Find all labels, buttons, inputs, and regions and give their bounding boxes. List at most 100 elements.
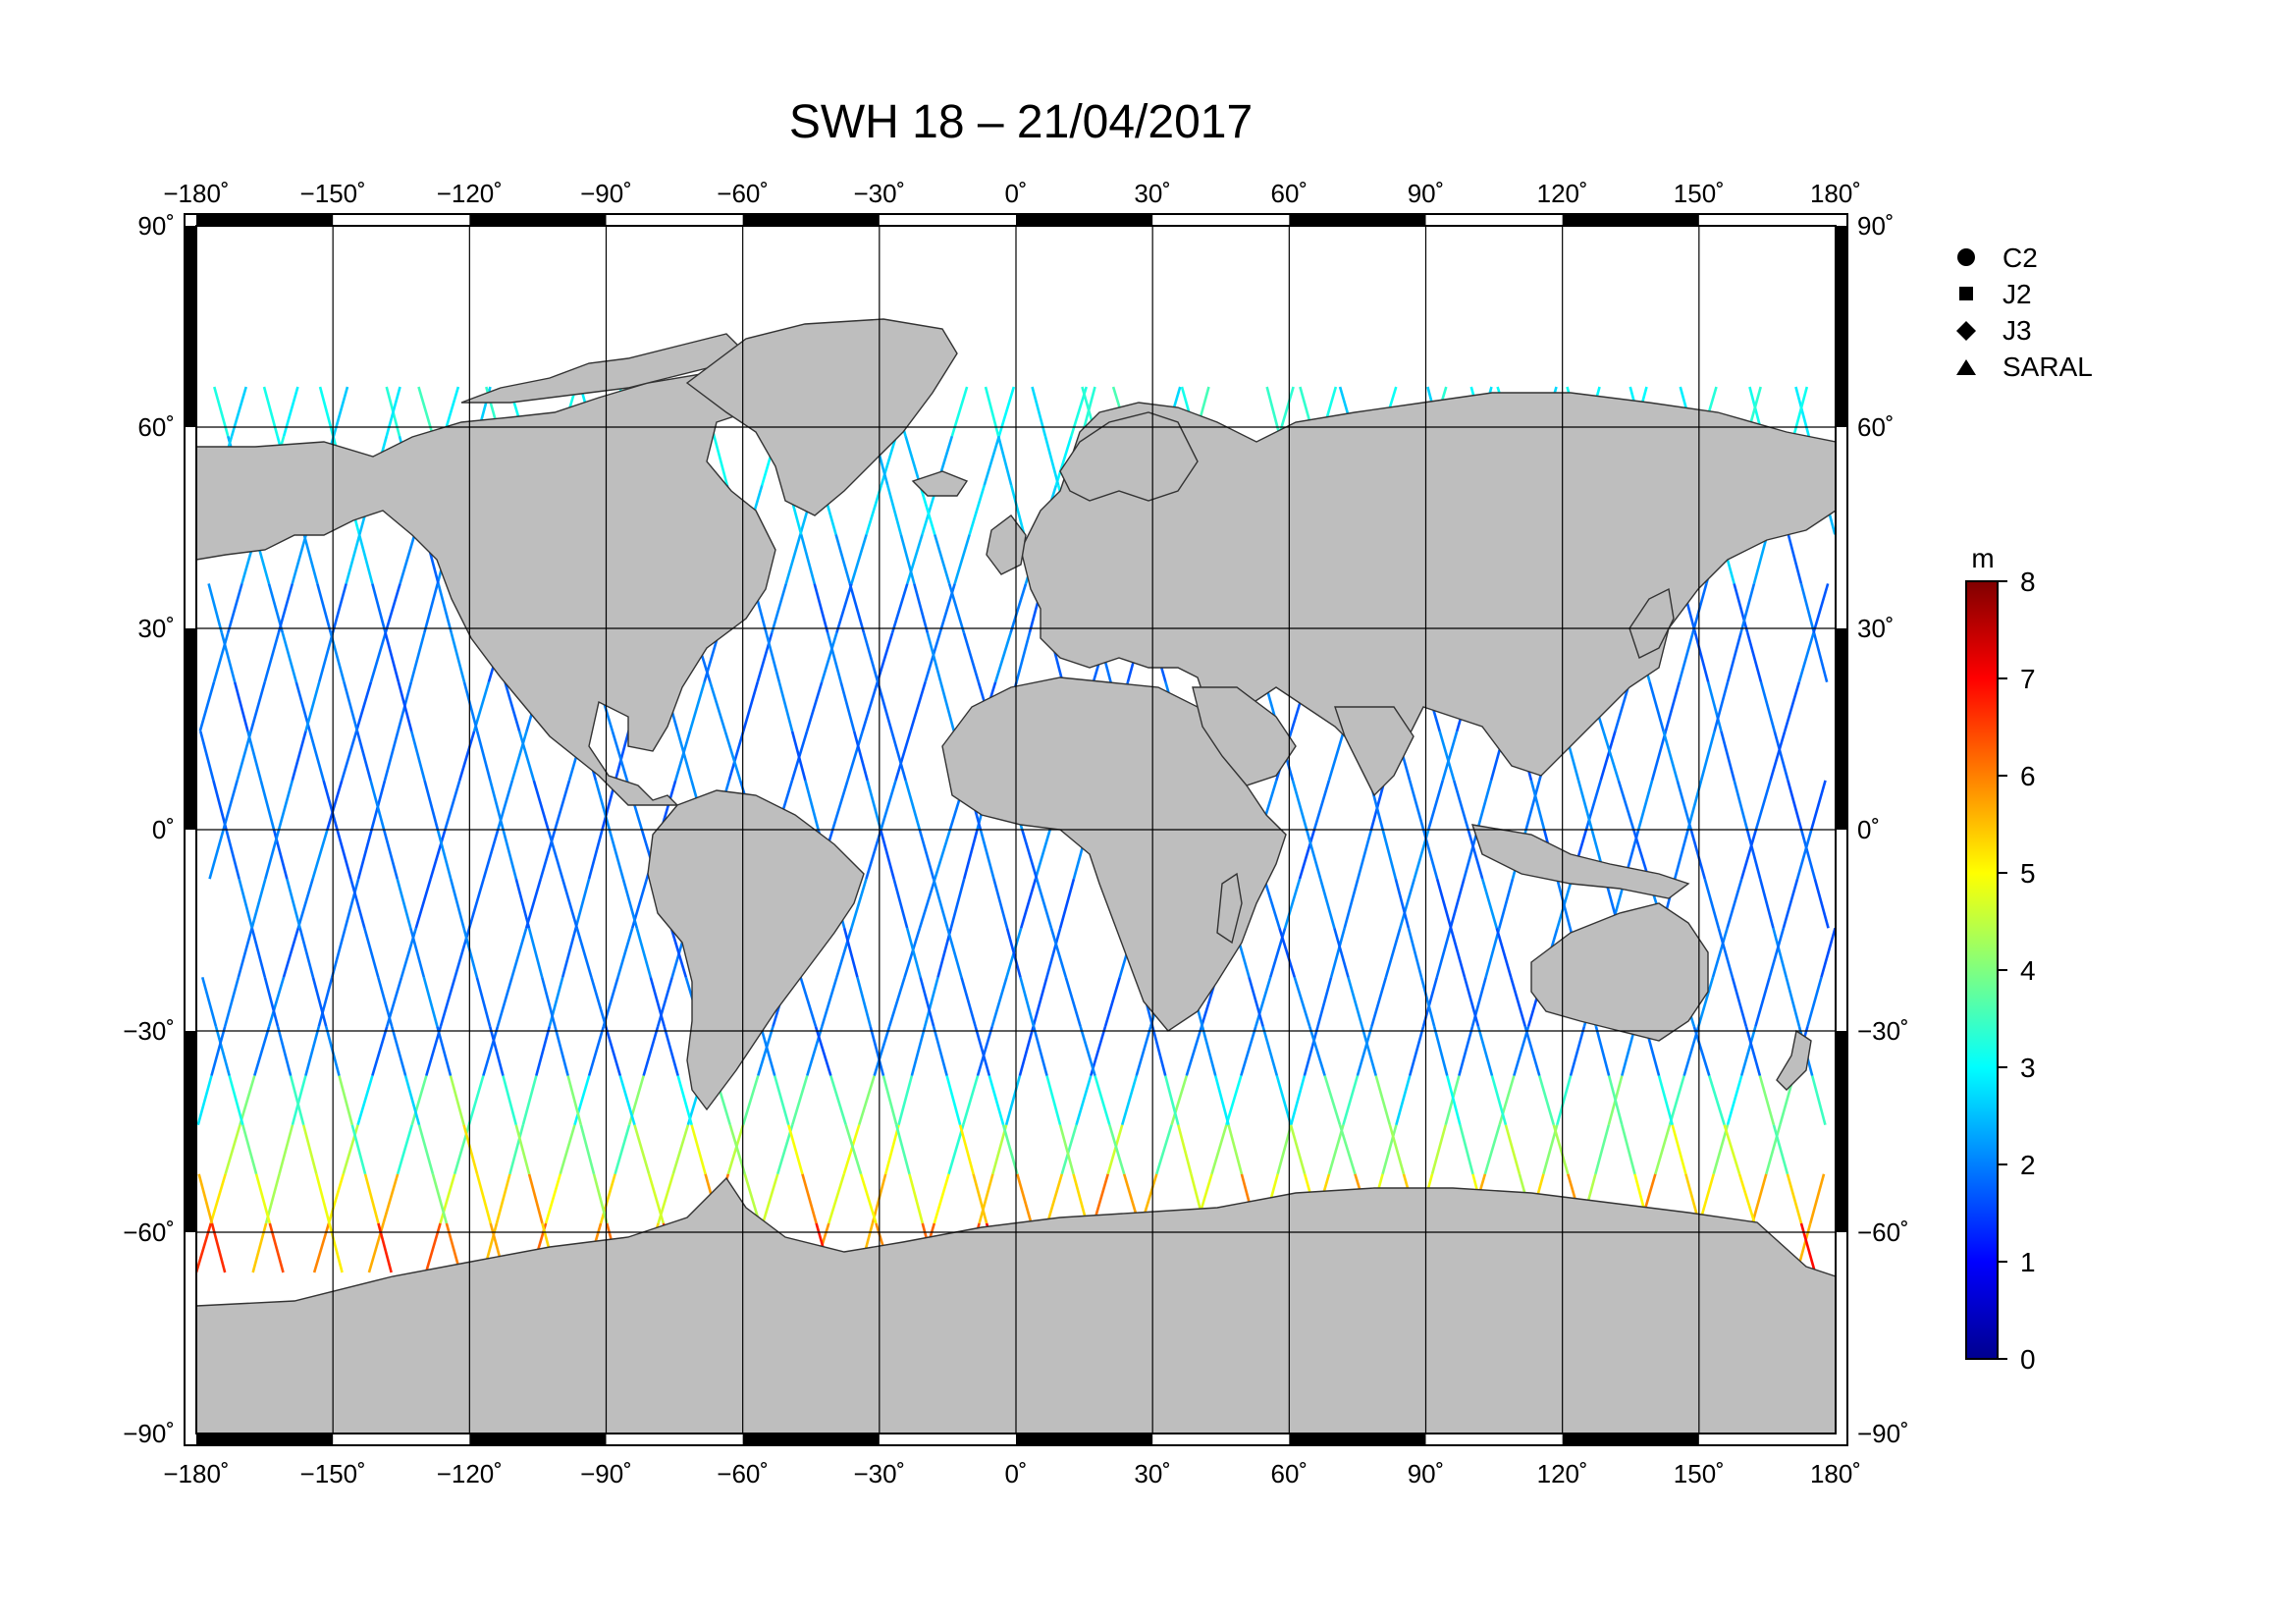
track-segment: [899, 533, 916, 584]
track-segment: [1009, 484, 1026, 535]
track-segment: [976, 1026, 993, 1076]
track-segment: [1427, 780, 1445, 831]
track-segment: [1723, 1124, 1741, 1175]
track-segment: [311, 977, 328, 1027]
track-segment: [919, 976, 935, 1027]
track-segment: [1430, 1124, 1447, 1175]
track-segment: [1452, 780, 1469, 831]
track-segment: [253, 1026, 271, 1076]
track-segment: [604, 1026, 622, 1076]
track-segment: [594, 780, 612, 831]
track-segment: [1381, 1124, 1398, 1175]
track-segment: [1758, 878, 1775, 929]
axis-tick-labels: −180˚ −180˚ −150˚ −150˚ −120˚ −120˚ −90˚ −90˚ −6…: [123, 179, 1909, 1488]
track-segment: [524, 878, 543, 929]
track-segment: [336, 829, 352, 880]
track-segment: [488, 1026, 505, 1076]
frame-band: [1562, 214, 1699, 226]
frame-band: [742, 214, 880, 226]
track-segment: [410, 730, 426, 782]
track-segment: [1769, 730, 1787, 782]
colorbar-tick-label: 3: [2020, 1053, 2036, 1083]
track-segment: [371, 1026, 389, 1076]
square-marker-icon: [1959, 287, 1973, 300]
track-segment: [344, 878, 360, 929]
track-segment: [296, 878, 314, 929]
colorbar: m 0 1 2 3 4 5 6 7 8: [1965, 543, 2036, 1375]
track-segment: [1045, 927, 1062, 978]
track-segment: [947, 1124, 965, 1175]
track-segment: [1737, 1173, 1756, 1224]
track-segment: [968, 484, 986, 535]
track-segment: [1333, 927, 1350, 978]
track-segment: [1435, 927, 1452, 978]
track-segment: [801, 1173, 818, 1224]
track-segment: [1072, 1173, 1089, 1224]
track-segment: [1395, 1075, 1412, 1126]
track-segment: [614, 730, 630, 782]
track-segment: [1399, 878, 1416, 929]
track-segment: [1786, 1173, 1803, 1224]
track-segment: [881, 1075, 898, 1125]
track-segment: [1810, 1075, 1827, 1125]
graticule: [196, 226, 1836, 1434]
track-segment: [1699, 730, 1716, 782]
track-segment: [978, 1173, 994, 1224]
track-segment: [945, 1075, 962, 1126]
track-segment: [349, 878, 366, 929]
track-segment: [934, 533, 951, 584]
track-segment: [249, 681, 266, 732]
track-segment: [222, 780, 239, 831]
colorbar-tick-label: 6: [2020, 761, 2036, 791]
track-segment: [947, 583, 966, 633]
track-segment: [1792, 386, 1809, 437]
track-segment: [289, 1075, 305, 1125]
track-segment: [1265, 386, 1282, 437]
lon-tick-label-top: 150˚: [1674, 179, 1725, 208]
track-segment: [1329, 927, 1346, 978]
track-segment: [905, 927, 922, 978]
track-segment: [1312, 780, 1331, 831]
track-segment: [350, 1124, 367, 1175]
track-segment: [1717, 927, 1735, 978]
track-segment: [263, 632, 281, 683]
track-segment: [382, 1173, 400, 1224]
track-segment: [908, 1173, 925, 1224]
lat-tick-label-right: −60˚: [1857, 1217, 1909, 1247]
track-segment: [1799, 583, 1816, 633]
track-segment: [1103, 976, 1121, 1027]
track-segment: [993, 632, 1012, 683]
track-segment: [910, 1026, 927, 1076]
track-segment: [873, 1026, 891, 1076]
lon-tick-label-top: 30˚: [1134, 179, 1171, 208]
track-segment: [377, 976, 394, 1027]
track-segment: [227, 583, 243, 633]
track-segment: [1678, 632, 1694, 683]
track-segment: [1419, 977, 1436, 1027]
track-segment: [444, 780, 461, 831]
track-segment: [196, 1075, 213, 1126]
track-segment: [709, 681, 727, 732]
track-segment: [301, 1124, 318, 1175]
track-segment: [1483, 1124, 1501, 1175]
track-segment: [879, 829, 895, 880]
track-segment: [212, 780, 228, 831]
track-segment: [396, 878, 412, 929]
lon-tick-label-bottom: −30˚: [853, 1459, 905, 1488]
track-segment: [384, 632, 400, 683]
track-segment: [1361, 1026, 1377, 1076]
track-segment: [1812, 632, 1829, 682]
track-segment: [835, 927, 853, 978]
track-segment: [251, 1222, 268, 1273]
track-segment: [820, 632, 838, 683]
track-segment: [1275, 1075, 1293, 1126]
triangle-marker-icon: [1956, 359, 1976, 375]
track-segment: [918, 829, 935, 880]
track-segment: [277, 583, 294, 633]
track-segment: [1225, 1075, 1243, 1126]
track-segment: [304, 1026, 321, 1076]
track-segment: [890, 730, 907, 782]
track-segment: [1712, 1124, 1730, 1175]
track-segment: [713, 435, 729, 486]
track-segment: [1754, 976, 1771, 1027]
